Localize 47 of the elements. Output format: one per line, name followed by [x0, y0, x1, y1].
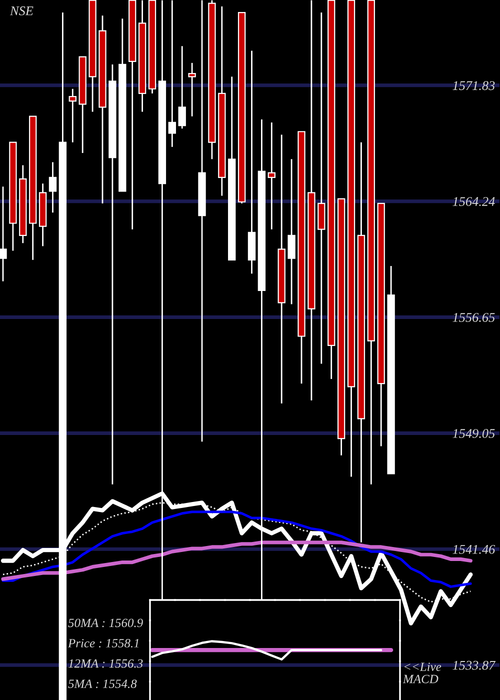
annotation: 50MA : 1560.9	[68, 618, 143, 628]
candlestick	[148, 0, 156, 94]
candlestick	[108, 64, 116, 486]
candlestick	[48, 161, 57, 214]
candlestick	[367, 0, 375, 486]
chart-title: NSE	[10, 6, 34, 16]
candlestick	[138, 0, 146, 112]
candlestick	[198, 0, 206, 442]
y-tick-label: 1571.83	[452, 81, 495, 90]
y-tick-label: 1541.46	[452, 544, 496, 554]
candlestick	[0, 186, 7, 282]
candlestick	[218, 6, 226, 196]
candlestick	[308, 0, 316, 402]
candlestick	[78, 56, 86, 154]
candlestick	[387, 265, 395, 474]
candlestick	[357, 142, 366, 544]
annotation: 5MA : 1554.8	[68, 680, 137, 688]
y-tick-label: 1549.05	[452, 429, 495, 438]
candlestick	[98, 14, 106, 204]
candlestick	[298, 131, 306, 384]
candlestick	[68, 88, 76, 144]
candlestick	[318, 12, 326, 364]
candlestick	[168, 0, 176, 148]
candlestick	[19, 164, 27, 244]
candlestick	[9, 142, 17, 252]
candlestick	[128, 0, 136, 230]
y-tick-label: 1556.65	[452, 313, 495, 322]
annotation: <<Live MACD	[402, 662, 442, 684]
candlestick	[337, 198, 346, 456]
candlestick	[347, 0, 356, 478]
candlestick	[38, 182, 47, 247]
annotation: Price : 1558.1	[68, 638, 139, 648]
candlestick	[29, 116, 37, 261]
y-tick-label: 1533.87	[452, 660, 496, 670]
candlestick	[228, 76, 236, 260]
candlestick	[328, 0, 336, 380]
candlestick	[268, 122, 276, 230]
candlestick	[88, 0, 96, 112]
candlestick	[188, 62, 196, 118]
annotation: 12MA : 1556.3	[68, 659, 143, 668]
candlestick	[278, 134, 286, 404]
candlestick	[118, 18, 126, 192]
candlestick	[377, 202, 385, 447]
candlestick	[288, 158, 296, 305]
y-tick-label: 1564.24	[452, 197, 495, 206]
candlestick	[248, 50, 256, 274]
line-series	[151, 640, 382, 660]
